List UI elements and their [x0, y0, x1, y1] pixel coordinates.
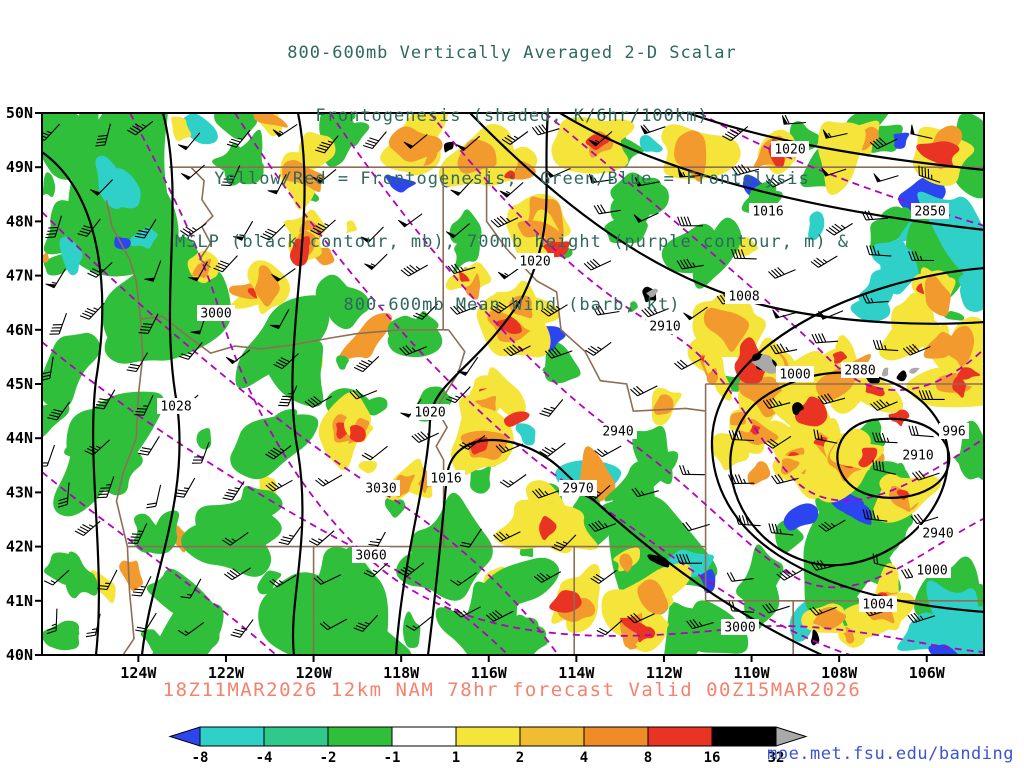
colorbar-tick-label: 16 [704, 750, 721, 766]
forecast-caption: 18Z11MAR2026 12km NAM 78hr forecast Vali… [162, 679, 862, 701]
contour-label: 1016 [752, 205, 783, 220]
state-borders [105, 166, 984, 655]
contour-label: 1004 [862, 598, 893, 613]
lat-tick-label: 40N [6, 646, 33, 664]
colorbar-tick-label: 32 [768, 750, 785, 766]
wind-barbs [42, 114, 945, 638]
contour-label: 1020 [774, 143, 805, 158]
contour-label: 2910 [649, 320, 680, 335]
contour-label: 1008 [728, 290, 759, 305]
contour-label: 1000 [779, 368, 810, 383]
map-canvas: 2850 2880 2910 2910 2940 2940 2970 3000 3000 3030… [42, 113, 984, 655]
title-line-5: 800-600mb Mean Wind (barb, kt) [343, 295, 681, 315]
colorbar-segment [391, 726, 457, 747]
colorbar-right-arrow [775, 726, 808, 747]
contour-label: 3030 [365, 482, 396, 497]
mslp-contours [42, 113, 984, 655]
credit-url: moe.met.fsu.edu/banding [767, 744, 1014, 764]
contour-label: 2850 [914, 205, 945, 220]
contour-label: 996 [942, 425, 965, 440]
colorbar-segment [199, 726, 265, 747]
lat-tick-label: 45N [6, 375, 33, 393]
lat-tick-label: 49N [6, 158, 33, 176]
colorbar-tick-label: 4 [580, 750, 588, 766]
contour-label: 1016 [430, 472, 461, 487]
lon-tick-label: 124W [120, 664, 157, 682]
colorbar-tick-label: 8 [644, 750, 652, 766]
colorbar-left-arrow [168, 726, 201, 747]
lat-tick-label: 43N [6, 483, 33, 501]
colorbar: -8 -4 -2 -1 1 2 4 8 16 32 [168, 726, 808, 766]
contour-label: 2910 [902, 449, 933, 464]
lon-tick-label: 120W [295, 664, 332, 682]
title-line-4: MSLP (black contour, mb), 700mb height (… [174, 232, 850, 252]
colorbar-tick-label: -4 [256, 750, 273, 766]
contour-label: 1020 [414, 406, 445, 421]
title-block: 800-600mb Vertically Averaged 2-D Scalar… [0, 1, 1024, 358]
colorbar-tick-label: -2 [320, 750, 337, 766]
lon-tick-label: 110W [733, 664, 770, 682]
contour-label: 2970 [562, 482, 593, 497]
axes: 50N 49N 48N 47N 46N 45N 44N 43N 42N 41N 40N 124W 122… [6, 104, 946, 682]
colorbar-segment [263, 726, 329, 747]
colorbar-tick-label: -8 [192, 750, 209, 766]
contour-label: 1020 [519, 255, 550, 270]
colorbar-segment [647, 726, 713, 747]
colorbar-tick-label: -1 [384, 750, 401, 766]
contour-label: 3000 [200, 307, 231, 322]
colorbar-segment [583, 726, 649, 747]
shaded-field [42, 113, 984, 655]
colorbar-segment [519, 726, 585, 747]
colorbar-tick-label: 2 [516, 750, 524, 766]
title-line-1: 800-600mb Vertically Averaged 2-D Scalar [287, 43, 737, 63]
contour-label: 2940 [602, 425, 633, 440]
lat-tick-label: 47N [6, 267, 33, 285]
colorbar-segment [327, 726, 393, 747]
contour-label: 1000 [916, 564, 947, 579]
lon-tick-label: 108W [821, 664, 858, 682]
lat-tick-label: 46N [6, 321, 33, 339]
lon-tick-label: 118W [383, 664, 420, 682]
title-line-2: Frontogenesis (shaded, K/6hr/100km) [315, 106, 709, 126]
lat-tick-label: 50N [6, 104, 33, 122]
contour-label: 2880 [844, 364, 875, 379]
lon-tick-label: 112W [646, 664, 683, 682]
contour-label: 3000 [724, 621, 755, 636]
lon-tick-label: 106W [909, 664, 946, 682]
title-line-3: Yellow/Red = Frontogenesis; Green/Blue =… [214, 169, 810, 189]
lon-tick-label: 114W [558, 664, 595, 682]
lat-tick-label: 41N [6, 592, 33, 610]
lat-tick-label: 48N [6, 212, 33, 230]
lon-tick-label: 116W [471, 664, 508, 682]
lat-tick-label: 44N [6, 429, 33, 447]
contour-label: 3060 [355, 549, 386, 564]
lon-tick-label: 122W [208, 664, 245, 682]
contour-labels: 2850 2880 2910 2910 2940 2940 2970 3000 3000 3030… [157, 141, 969, 636]
colorbar-tick-label: 1 [452, 750, 460, 766]
colorbar-segment [455, 726, 521, 747]
contour-label: 2940 [922, 527, 953, 542]
contour-label: 1028 [160, 400, 191, 415]
lat-tick-label: 42N [6, 538, 33, 556]
